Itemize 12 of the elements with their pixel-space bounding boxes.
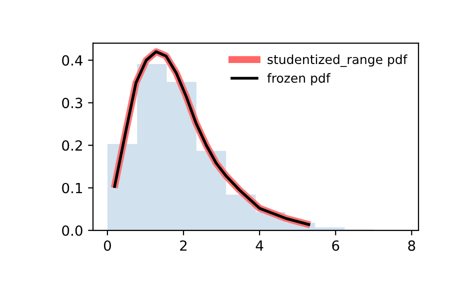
legend-label: frozen pdf [267, 73, 331, 86]
x-tick-label: 2 [180, 240, 187, 251]
y-tick-label: 0.4 [62, 55, 82, 66]
y-tick-label: 0.0 [62, 225, 82, 236]
y-tick-label: 0.3 [62, 98, 82, 108]
x-tick-label: 6 [332, 240, 340, 251]
y-tick-label: 0.2 [62, 140, 82, 151]
x-tick-label: 8 [408, 240, 416, 251]
x-tick-label: 0 [104, 240, 111, 251]
legend-label: studentized_range pdf [268, 54, 408, 67]
y-tick-label: 0.1 [62, 182, 82, 194]
x-tick-label: 4 [256, 240, 264, 251]
